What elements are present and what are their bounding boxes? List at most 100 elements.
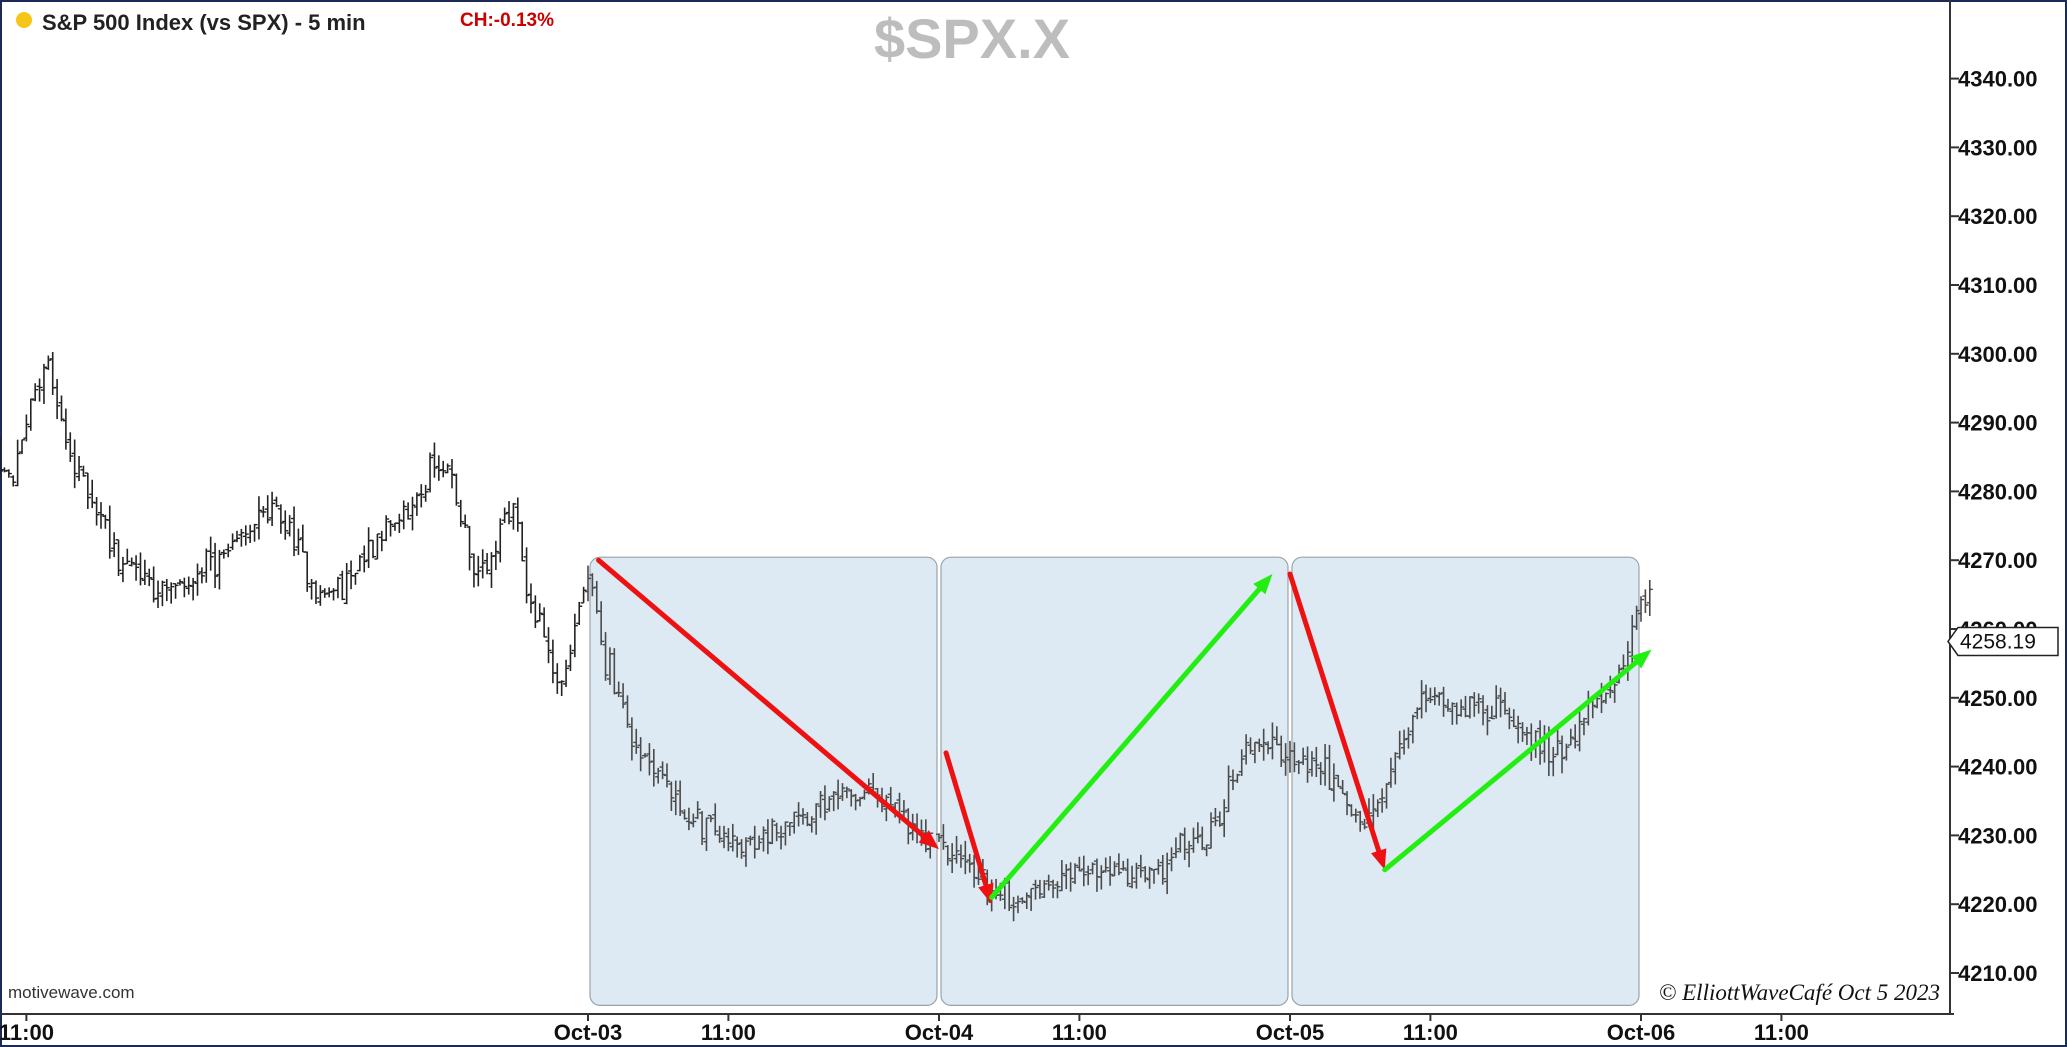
time-tick-label: Oct-06 [1607, 1020, 1675, 1045]
ohlc-bar [84, 472, 91, 509]
ohlc-bar [602, 632, 609, 681]
ohlc-bar [32, 383, 39, 402]
ohlc-bar [738, 839, 745, 859]
ohlc-bar [317, 585, 324, 606]
ohlc-bar [54, 379, 61, 420]
ohlc-bar [1357, 810, 1364, 832]
ohlc-bar [312, 580, 319, 605]
ohlc-bar [628, 717, 635, 761]
ohlc-bar [1497, 687, 1504, 718]
ohlc-bar [1554, 729, 1561, 756]
time-tick-label: 11:00 [1052, 1020, 1107, 1045]
ohlc-bar [1335, 774, 1342, 788]
ohlc-bar [1111, 861, 1118, 877]
ohlc-bar [813, 803, 820, 835]
time-tick-label: Oct-05 [1256, 1020, 1324, 1045]
ohlc-bar [115, 539, 122, 577]
ohlc-bar [523, 547, 530, 604]
ohlc-bar [383, 515, 390, 542]
ohlc-bar [479, 549, 486, 579]
ohlc-bar [255, 496, 262, 540]
ohlc-bar [40, 363, 47, 404]
ohlc-bar [137, 552, 144, 586]
ohlc-bar [1418, 680, 1425, 719]
ohlc-bar [1238, 749, 1245, 776]
ohlc-bar [163, 579, 170, 602]
ohlc-bar [339, 570, 346, 601]
ohlc-bar [1471, 692, 1478, 717]
ohlc-bar [962, 840, 969, 875]
ohlc-bar [1221, 799, 1228, 838]
ohlc-bar [773, 822, 780, 842]
ohlc-bar [119, 556, 126, 583]
ohlc-bar [282, 510, 289, 540]
ohlc-bar [549, 639, 556, 684]
ohlc-bar [1392, 752, 1399, 785]
time-axis[interactable]: Oct-202311:00Oct-0311:00Oct-0411:00Oct-0… [0, 1014, 1809, 1045]
time-tick-label: 11:00 [701, 1020, 756, 1045]
ohlc-bar [1475, 693, 1482, 714]
ohlc-bar [497, 518, 504, 563]
ohlc-bar [1291, 742, 1298, 773]
price-axis[interactable]: 4210.004220.004230.004240.004250.004260.… [1950, 67, 2038, 986]
ohlc-bar [1488, 705, 1495, 720]
ohlc-bar [1409, 714, 1416, 744]
price-tick-label: 4250.00 [1958, 686, 2038, 711]
trend-arrow-5 [1382, 649, 1652, 873]
ohlc-bar [0, 437, 4, 478]
ohlc-bar [1559, 735, 1566, 774]
price-tick-label: 4220.00 [1958, 892, 2038, 917]
price-tick-label: 4300.00 [1958, 342, 2038, 367]
session-shading [589, 556, 1640, 1007]
time-tick-label: 11:00 [0, 1020, 54, 1045]
ohlc-bar [400, 500, 407, 530]
trend-arrow-1 [596, 557, 939, 850]
ohlc-bar [23, 414, 30, 442]
ohlc-bar [835, 779, 842, 810]
session-box-oct-03 [589, 556, 938, 1007]
ohlc-bar [1186, 840, 1193, 868]
ohlc-bar [1124, 858, 1131, 887]
ohlc-bar [58, 395, 65, 422]
price-tick-label: 4330.00 [1958, 135, 2038, 160]
ohlc-bar [1317, 762, 1324, 786]
ohlc-bar [1168, 847, 1175, 872]
ohlc-bar [1300, 747, 1307, 766]
ohlc-bar [699, 811, 706, 845]
ohlc-bar [1067, 862, 1074, 892]
ohlc-bar [10, 475, 17, 487]
ohlc-bar [501, 507, 508, 524]
ohlc-bar [1330, 763, 1337, 802]
ohlc-bar [721, 825, 728, 849]
ohlc-bar [637, 737, 644, 772]
ohlc-bar [97, 502, 104, 529]
ohlc-bar [725, 828, 732, 852]
ohlc-bar [1427, 687, 1434, 704]
ohlc-bar [418, 484, 425, 508]
ohlc-bar [1493, 685, 1500, 719]
ohlc-bar [409, 496, 416, 531]
ohlc-bar [1107, 856, 1114, 886]
ohlc-bar [27, 398, 34, 431]
ohlc-bar [1212, 807, 1219, 827]
ohlc-bar [440, 460, 447, 478]
ohlc-bar [1054, 881, 1061, 899]
ohlc-bar [1361, 818, 1368, 830]
trend-arrow-3 [989, 573, 1273, 900]
ohlc-bar [1449, 702, 1456, 725]
ohlc-bar [1484, 705, 1491, 736]
ohlc-bar [264, 495, 271, 524]
ohlc-bar [646, 743, 653, 776]
ohlc-bar [220, 549, 227, 559]
ohlc-bar [1036, 879, 1043, 899]
ohlc-bar [185, 576, 192, 595]
ohlc-bar [734, 836, 741, 858]
ohlc-bar [155, 580, 162, 609]
ohlc-bar [1032, 879, 1039, 900]
ohlc-bar [1045, 874, 1052, 891]
ohlc-bar [444, 463, 451, 474]
ohlc-bar [343, 563, 350, 605]
ohlc-bar [580, 586, 587, 604]
